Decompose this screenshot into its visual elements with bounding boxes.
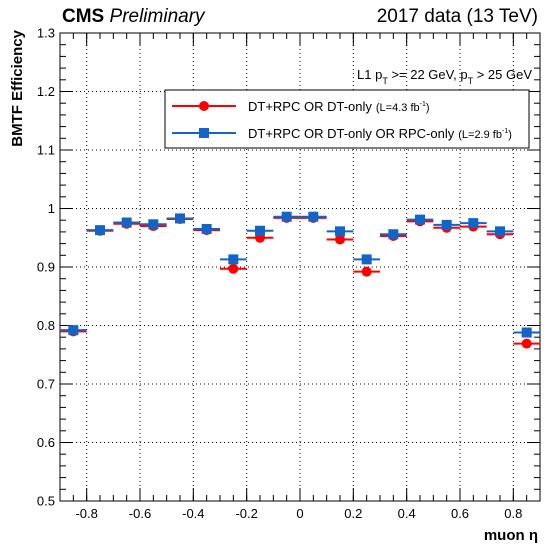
data-point-square [95,225,105,236]
tick-labels: -0.8 -0.6 -0.4 -0.2 0 0.2 0.4 0.6 0.8 0.5 0.6 0.7 0.… [37,26,522,522]
legend-label-2: DT+RPC OR DT-only OR RPC-only (L=2.9 fb-1… [248,126,512,141]
data-point-square [255,225,265,236]
x-tick-label: -0.2 [235,506,257,521]
legend-label-1: DT+RPC OR DT-only (L=4.3 fb-1) [248,99,430,114]
cut-prefix: L1 p [357,67,382,82]
cms-label: CMS Preliminary [62,6,205,28]
data-point-circle [335,234,345,245]
cut-middle: >= 22 GeV, p [388,67,468,82]
experiment-name: CMS [62,6,105,27]
x-tick-label: -0.8 [75,506,97,521]
x-tick-label: 0.2 [344,506,362,521]
legend-marker-2 [199,128,209,138]
data-point-square [415,214,425,225]
y-tick-label: 1.2 [37,84,55,99]
legend-lumi-close-2: ) [508,129,512,141]
data-points [60,211,540,349]
dataset-label: 2017 data (13 TeV) [376,6,538,27]
data-point-square [495,226,505,237]
legend-series-name-1: DT+RPC OR DT-only [248,99,372,114]
y-tick-label: 1.1 [37,143,55,158]
legend: DT+RPC OR DT-only (L=4.3 fb-1) DT+RPC OR … [164,89,530,149]
cut-suffix: > 25 GeV [473,67,532,82]
y-tick-label: 0.5 [37,494,55,509]
y-tick-label: 1.3 [37,26,55,41]
legend-entry-1: DT+RPC OR DT-only (L=4.3 fb-1) [172,99,430,114]
data-point-circle [361,266,372,277]
cut-sub-1: T [382,76,388,86]
x-tick-label: 0.4 [398,506,416,521]
x-tick-label: 0.6 [451,506,469,521]
data-point-square [335,226,345,237]
data-point-square [148,219,159,230]
legend-series-name-2: DT+RPC OR DT-only OR RPC-only [248,126,455,141]
cut-annotation: L1 pT >= 22 GeV, pT > 25 GeV [357,67,532,86]
data-point-square [521,327,532,338]
x-axis-title: muon η [484,527,538,544]
data-point-circle [228,263,239,274]
series-2 [60,211,540,338]
y-tick-label: 0.7 [37,377,55,392]
y-axis-title: BMTF Efficiency [9,29,26,146]
legend-lumi-exp-2: -1 [502,128,508,135]
status-label: Preliminary [109,6,205,27]
legend-entry-2: DT+RPC OR DT-only OR RPC-only (L=2.9 fb-1… [172,126,512,141]
data-point-square [388,229,399,240]
data-point-circle [521,338,532,349]
legend-lumi-close-1: ) [426,102,430,114]
legend-lumi-1: (L=4.3 fb [376,102,420,114]
cut-sub-2: T [468,76,474,86]
y-tick-label: 0.6 [37,435,55,450]
x-tick-label: 0 [296,506,303,521]
data-point-square [361,254,372,265]
axis-ticks [59,32,541,502]
data-point-square [228,254,239,265]
data-point-square [468,218,479,229]
data-point-square [308,211,319,222]
data-point-square [281,211,292,222]
data-point-square [175,213,185,224]
data-point-square [201,223,212,234]
y-tick-label: 0.9 [37,260,55,275]
x-tick-label: -0.6 [129,506,151,521]
y-tick-label: 1 [48,201,55,216]
x-tick-label: -0.4 [182,506,204,521]
data-point-square [68,325,79,336]
legend-lumi-exp-1: -1 [420,101,426,108]
legend-lumi-2: (L=2.9 fb [458,129,502,141]
legend-box [164,89,530,149]
x-tick-label: 0.8 [504,506,522,521]
data-point-square [121,217,132,228]
legend-marker-1 [199,101,209,111]
data-point-square [441,219,452,230]
y-tick-label: 0.8 [37,318,55,333]
